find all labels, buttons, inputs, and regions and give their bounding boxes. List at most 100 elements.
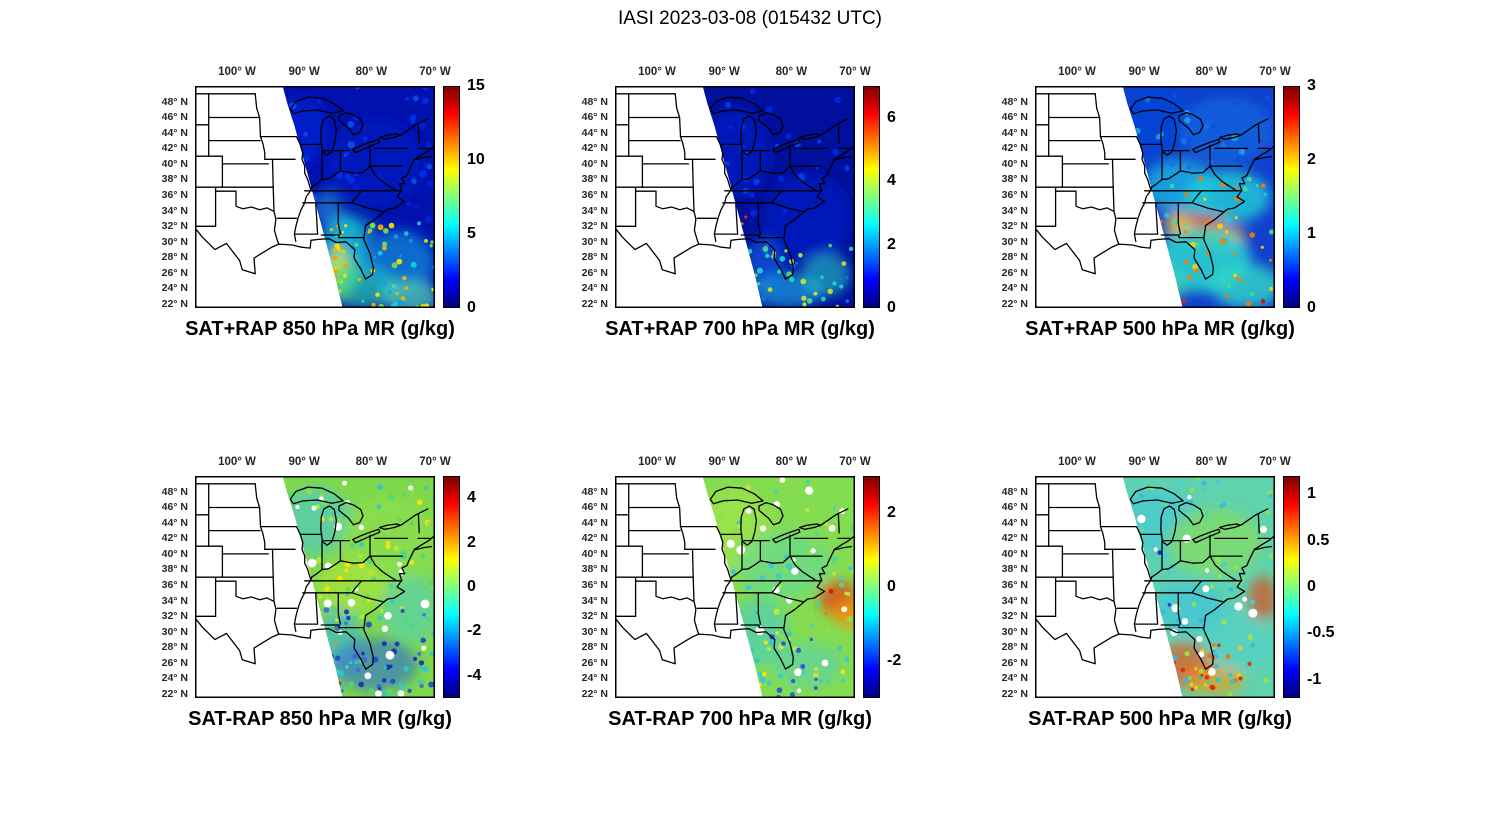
- panel-title: SAT+RAP 850 hPa MR (g/kg): [185, 318, 455, 340]
- lat-tick-label: 34° N: [161, 594, 188, 607]
- colorbar-tick-labels: 6 4 2 0: [885, 86, 955, 316]
- lon-tick-label: 90° W: [288, 456, 320, 468]
- lon-tick-label: 100° W: [1058, 456, 1096, 468]
- lon-axis-labels: 100° W 90° W 80° W 70° W: [1035, 64, 1291, 84]
- colorbar-tick-labels: 1 0.5 0 -0.5 -1: [1305, 476, 1375, 698]
- lat-tick-label: 38° N: [161, 173, 188, 186]
- lon-tick-label: 100° W: [638, 66, 676, 78]
- state-outlines: [615, 483, 855, 670]
- panel-title: SAT+RAP 500 hPa MR (g/kg): [1025, 318, 1295, 340]
- lat-tick-label: 34° N: [161, 204, 188, 217]
- state-outlines: [1035, 93, 1275, 280]
- lat-tick-label: 38° N: [581, 173, 608, 186]
- colorbar-sat-minus-rap-850: [443, 476, 460, 698]
- colorbar-tick-label: 0: [467, 299, 476, 316]
- lat-tick-label: 32° N: [581, 220, 608, 233]
- lat-axis-labels: 48° N 46° N 44° N 42° N 40° N 38° N 36° N 34° N…: [990, 86, 1032, 310]
- lon-tick-label: 70° W: [1259, 456, 1291, 468]
- lat-tick-label: 22° N: [1001, 688, 1028, 700]
- colorbar-tick-label: 4: [887, 172, 896, 190]
- colorbar-tick-label: 10: [467, 150, 485, 168]
- colorbar-tick-label: -0.5: [1307, 624, 1335, 642]
- lat-tick-label: 38° N: [1001, 173, 1028, 186]
- panel-sat-minus-rap-700: 100° W 90° W 80° W 70° W 48° N 46° N 44° N 42°…: [570, 454, 970, 754]
- lat-tick-label: 46° N: [161, 111, 188, 124]
- lat-tick-label: 42° N: [161, 142, 188, 155]
- lat-tick-label: 24° N: [161, 282, 188, 295]
- lat-tick-label: 30° N: [161, 235, 188, 248]
- lat-tick-label: 34° N: [1001, 594, 1028, 607]
- lat-tick-label: 32° N: [1001, 220, 1028, 233]
- colorbar-tick-label: 2: [887, 235, 896, 253]
- lat-tick-label: 44° N: [161, 516, 188, 529]
- state-outlines: [195, 483, 435, 670]
- lat-tick-label: 32° N: [581, 610, 608, 623]
- lon-tick-label: 90° W: [708, 66, 740, 78]
- panel-title: SAT-RAP 850 hPa MR (g/kg): [188, 708, 452, 730]
- lat-tick-label: 24° N: [581, 672, 608, 685]
- lat-tick-label: 38° N: [1001, 563, 1028, 576]
- lat-tick-label: 40° N: [1001, 547, 1028, 560]
- lat-tick-label: 48° N: [581, 485, 608, 498]
- lat-tick-label: 34° N: [581, 594, 608, 607]
- lon-tick-label: 80° W: [355, 66, 388, 78]
- lat-tick-label: 44° N: [1001, 126, 1028, 139]
- colorbar-sat-plus-rap-700: [863, 86, 880, 308]
- map-frame: [615, 86, 855, 308]
- lon-tick-label: 90° W: [1128, 456, 1160, 468]
- lon-tick-label: 90° W: [1128, 66, 1160, 78]
- lat-tick-label: 40° N: [1001, 157, 1028, 170]
- lon-tick-label: 80° W: [775, 66, 808, 78]
- map-svg-sat-minus-rap-850: [195, 476, 435, 698]
- lat-tick-label: 30° N: [1001, 625, 1028, 638]
- colorbar-tick-label: 15: [467, 77, 485, 94]
- lat-tick-label: 28° N: [161, 641, 188, 654]
- map-svg-sat-plus-rap-700: [615, 86, 855, 308]
- colorbar-tick-labels: 4 2 0 -2 -4: [465, 476, 535, 698]
- lon-tick-label: 100° W: [638, 456, 676, 468]
- colorbar-sat-minus-rap-500: [1283, 476, 1300, 698]
- lat-tick-label: 46° N: [581, 501, 608, 514]
- map-frame: [195, 476, 435, 698]
- colorbar-tick-label: 3: [1307, 77, 1316, 94]
- colorbar-tick-label: 6: [887, 108, 896, 126]
- panel-sat-plus-rap-700: 100° W 90° W 80° W 70° W 48° N 46° N 44° N 42°…: [570, 64, 970, 364]
- map: [1035, 476, 1275, 698]
- colorbar-tick-label: 4: [467, 489, 476, 507]
- state-outlines: [615, 93, 855, 280]
- colorbar-tick-label: 2: [467, 533, 476, 551]
- lat-tick-label: 34° N: [581, 204, 608, 217]
- lat-tick-label: 40° N: [161, 157, 188, 170]
- colorbar-tick-label: 0: [1307, 299, 1316, 316]
- map-svg-sat-plus-rap-500: [1035, 86, 1275, 308]
- panel-title: SAT-RAP 500 hPa MR (g/kg): [1028, 708, 1292, 730]
- lon-tick-label: 70° W: [419, 66, 451, 78]
- lat-tick-label: 48° N: [161, 95, 188, 108]
- lon-tick-label: 100° W: [218, 456, 256, 468]
- lon-tick-label: 100° W: [218, 66, 256, 78]
- lat-tick-label: 46° N: [1001, 501, 1028, 514]
- lon-tick-label: 70° W: [839, 66, 871, 78]
- lon-tick-label: 80° W: [1195, 66, 1228, 78]
- lat-tick-label: 40° N: [161, 547, 188, 560]
- lon-tick-label: 70° W: [1259, 66, 1291, 78]
- lat-tick-label: 48° N: [1001, 485, 1028, 498]
- lat-tick-label: 22° N: [581, 688, 608, 700]
- colorbar-tick-label: -1: [1307, 670, 1322, 688]
- lat-tick-label: 22° N: [161, 298, 188, 310]
- lat-tick-label: 38° N: [161, 563, 188, 576]
- lat-tick-label: 46° N: [1001, 111, 1028, 124]
- lon-axis-labels: 100° W 90° W 80° W 70° W: [615, 454, 871, 474]
- lat-tick-label: 32° N: [161, 220, 188, 233]
- panel-sat-minus-rap-850: 100° W 90° W 80° W 70° W 48° N 46° N 44° N 42°…: [150, 454, 550, 754]
- panel-title: SAT+RAP 700 hPa MR (g/kg): [605, 318, 875, 340]
- lat-tick-label: 48° N: [581, 95, 608, 108]
- panel-sat-plus-rap-850: 100° W 90° W 80° W 70° W 48° N 46° N 44° N 42°…: [150, 64, 550, 364]
- lat-tick-label: 40° N: [581, 547, 608, 560]
- lat-tick-label: 36° N: [581, 579, 608, 591]
- state-outlines: [195, 93, 435, 280]
- colorbar-sat-plus-rap-850: [443, 86, 460, 308]
- map-frame: [1035, 476, 1275, 698]
- lat-tick-label: 30° N: [581, 625, 608, 638]
